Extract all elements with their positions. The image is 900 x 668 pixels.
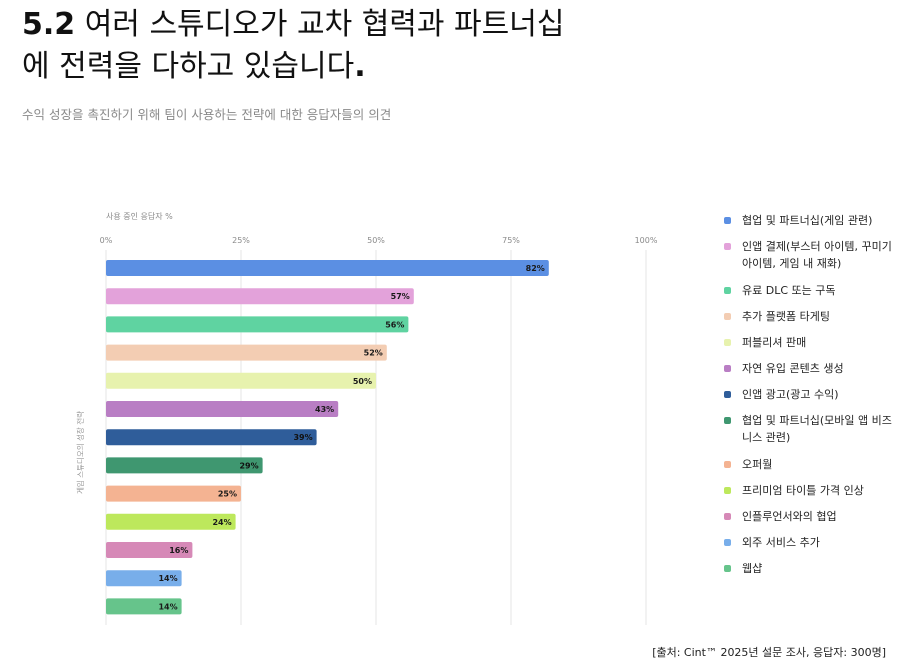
bar-value-label: 25% xyxy=(218,490,237,499)
x-tick-label: 75% xyxy=(502,236,520,245)
legend-item: 웹샵 xyxy=(724,560,894,577)
legend-item: 프리미엄 타이틀 가격 인상 xyxy=(724,482,894,499)
x-axis-label: 사용 중인 응답자 % xyxy=(106,211,173,221)
bar-value-label: 29% xyxy=(239,461,258,470)
legend-swatch xyxy=(724,417,731,424)
legend-label: 인앱 결제(부스터 아이템, 꾸미기 아이템, 게임 내 재화) xyxy=(742,240,892,270)
bar-value-label: 52% xyxy=(364,349,383,358)
legend-label: 유료 DLC 또는 구독 xyxy=(742,284,836,297)
legend-label: 웹샵 xyxy=(742,562,763,575)
bar xyxy=(106,485,241,502)
legend-label: 협업 및 파트너십(모바일 앱 비즈니스 관련) xyxy=(742,414,892,444)
legend-item: 인플루언서와의 협업 xyxy=(724,508,894,525)
legend-swatch xyxy=(724,365,731,372)
bar-value-label: 82% xyxy=(526,264,545,273)
legend-swatch xyxy=(724,513,731,520)
legend-swatch xyxy=(724,539,731,546)
legend-label: 추가 플랫폼 타게팅 xyxy=(742,310,830,323)
source-note: [출처: Cint™ 2025년 설문 조사, 응답자: 300명] xyxy=(652,646,886,659)
x-tick-label: 25% xyxy=(232,236,250,245)
bar-value-label: 16% xyxy=(169,546,188,555)
chart-subtitle: 수익 성장을 촉진하기 위해 팀이 사용하는 전략에 대한 응답자들의 의견 xyxy=(22,107,392,122)
legend-item: 협업 및 파트너십(게임 관련) xyxy=(724,212,894,229)
bar-value-label: 24% xyxy=(212,518,231,527)
bar xyxy=(106,401,339,417)
legend-item: 외주 서비스 추가 xyxy=(724,534,894,551)
legend-item: 퍼블리셔 판매 xyxy=(724,334,894,351)
bar xyxy=(106,542,193,558)
x-tick-label: 0% xyxy=(100,236,113,245)
legend-swatch xyxy=(724,339,731,346)
bar-value-label: 39% xyxy=(293,433,312,442)
bar xyxy=(106,457,263,474)
legend-item: 추가 플랫폼 타게팅 xyxy=(724,308,894,325)
chart-title: 5.2 여러 스튜디오가 교차 협력과 파트너십에 전력을 다하고 있습니다. xyxy=(22,4,582,88)
x-tick-label: 100% xyxy=(635,236,658,245)
bar-value-label: 14% xyxy=(158,602,177,611)
legend-swatch xyxy=(724,243,731,250)
bar xyxy=(106,372,376,389)
bar-value-label: 57% xyxy=(391,292,410,301)
legend-item: 오퍼월 xyxy=(724,456,894,473)
legend-swatch xyxy=(724,565,731,572)
legend-item: 유료 DLC 또는 구독 xyxy=(724,282,894,299)
legend-item: 자연 유입 콘텐츠 생성 xyxy=(724,360,894,377)
legend-label: 인플루언서와의 협업 xyxy=(742,510,837,523)
bar-value-label: 56% xyxy=(385,320,404,329)
y-axis-label: 게임 스튜디오의 성장 전략 xyxy=(75,411,85,494)
bar xyxy=(106,316,409,333)
title-text: 여러 스튜디오가 교차 협력과 파트너십에 전력을 다하고 있습니다 xyxy=(22,7,565,84)
legend-label: 오퍼월 xyxy=(742,458,773,471)
legend-swatch xyxy=(724,217,731,224)
legend-label: 프리미엄 타이틀 가격 인상 xyxy=(742,484,864,497)
bar xyxy=(106,344,387,361)
bar xyxy=(106,260,549,276)
legend-swatch xyxy=(724,287,731,294)
legend-swatch xyxy=(724,313,731,320)
legend-label: 외주 서비스 추가 xyxy=(742,536,820,549)
legend-swatch xyxy=(724,487,731,494)
title-period: . xyxy=(354,49,366,84)
legend-label: 협업 및 파트너십(게임 관련) xyxy=(742,214,873,227)
bar xyxy=(106,288,414,305)
bar xyxy=(106,513,236,530)
legend-label: 인앱 광고(광고 수익) xyxy=(742,388,839,401)
bar-value-label: 43% xyxy=(315,405,334,414)
legend-swatch xyxy=(724,461,731,468)
bar xyxy=(106,429,317,446)
legend-item: 협업 및 파트너십(모바일 앱 비즈니스 관련) xyxy=(724,412,894,446)
bar xyxy=(106,570,182,587)
bar-value-label: 50% xyxy=(353,377,372,386)
bar xyxy=(106,598,182,615)
legend-label: 자연 유입 콘텐츠 생성 xyxy=(742,362,844,375)
bar-value-label: 14% xyxy=(158,574,177,583)
legend-item: 인앱 결제(부스터 아이템, 꾸미기 아이템, 게임 내 재화) xyxy=(724,238,894,272)
x-tick-label: 50% xyxy=(367,236,385,245)
legend-item: 인앱 광고(광고 수익) xyxy=(724,386,894,403)
legend-label: 퍼블리셔 판매 xyxy=(742,336,807,349)
title-number: 5.2 xyxy=(22,7,76,42)
legend-swatch xyxy=(724,391,731,398)
